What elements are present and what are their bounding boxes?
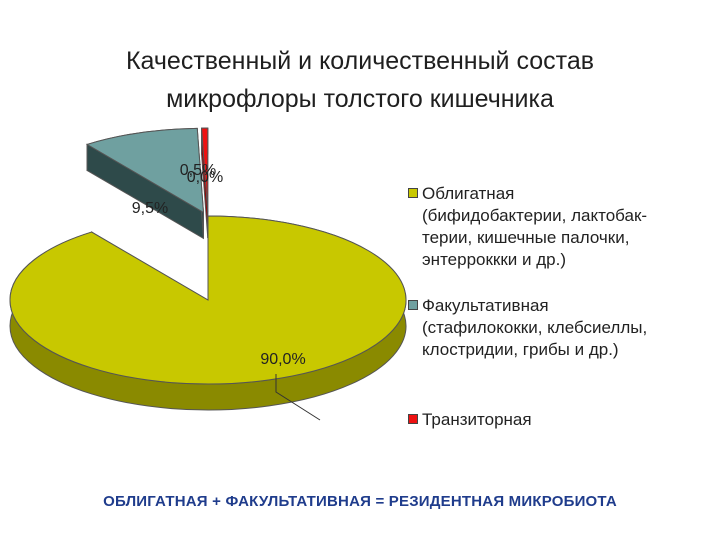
footer-caption: ОБЛИГАТНАЯ + ФАКУЛЬТАТИВНАЯ = РЕЗИДЕНТНА…: [103, 493, 617, 510]
legend-label-obligate-3: терии, кишечные палочки,: [422, 228, 630, 247]
data-label-transit: 0,5%: [180, 162, 216, 179]
legend-swatch-obligate: [408, 188, 418, 198]
legend-label-obligate-1: Облигатная: [422, 184, 515, 203]
legend-label-facultative-2: (стафилококки, клебсиеллы,: [422, 318, 648, 337]
legend-item-transit: Транзиторная: [408, 409, 692, 431]
data-label-facultative: 9,5%: [132, 200, 168, 217]
pie-slice-facultative: [85, 127, 205, 214]
legend-swatch-transit: [408, 414, 418, 424]
title-line-2: микрофлоры толстого кишечника: [166, 85, 554, 113]
legend-item-facultative: Факультативная (стафилококки, клебсиеллы…: [408, 295, 692, 361]
legend-label-facultative-1: Факультативная: [422, 296, 549, 315]
legend-swatch-facultative: [408, 300, 418, 310]
legend-item-obligate: Облигатная (бифидобактерии, лактобак- те…: [408, 183, 692, 271]
pie-slice-obligate: [9, 215, 407, 385]
legend-label-transit: Транзиторная: [422, 410, 532, 429]
legend-label-obligate-4: энтерроккки и др.): [422, 250, 566, 269]
legend-label-obligate-2: (бифидобактерии, лактобак-: [422, 206, 648, 225]
data-label-overlap: 0,0%: [187, 169, 223, 186]
chart-title: Качественный и количественный состав мик…: [0, 42, 720, 118]
legend-label-facultative-3: клостридии, грибы и др.): [422, 340, 619, 359]
data-label-obligate: 90,0%: [260, 351, 305, 368]
pie-slice-transit: [201, 127, 209, 213]
title-line-1: Качественный и количественный состав: [125, 47, 595, 75]
leader-line-obligate: [275, 374, 321, 421]
